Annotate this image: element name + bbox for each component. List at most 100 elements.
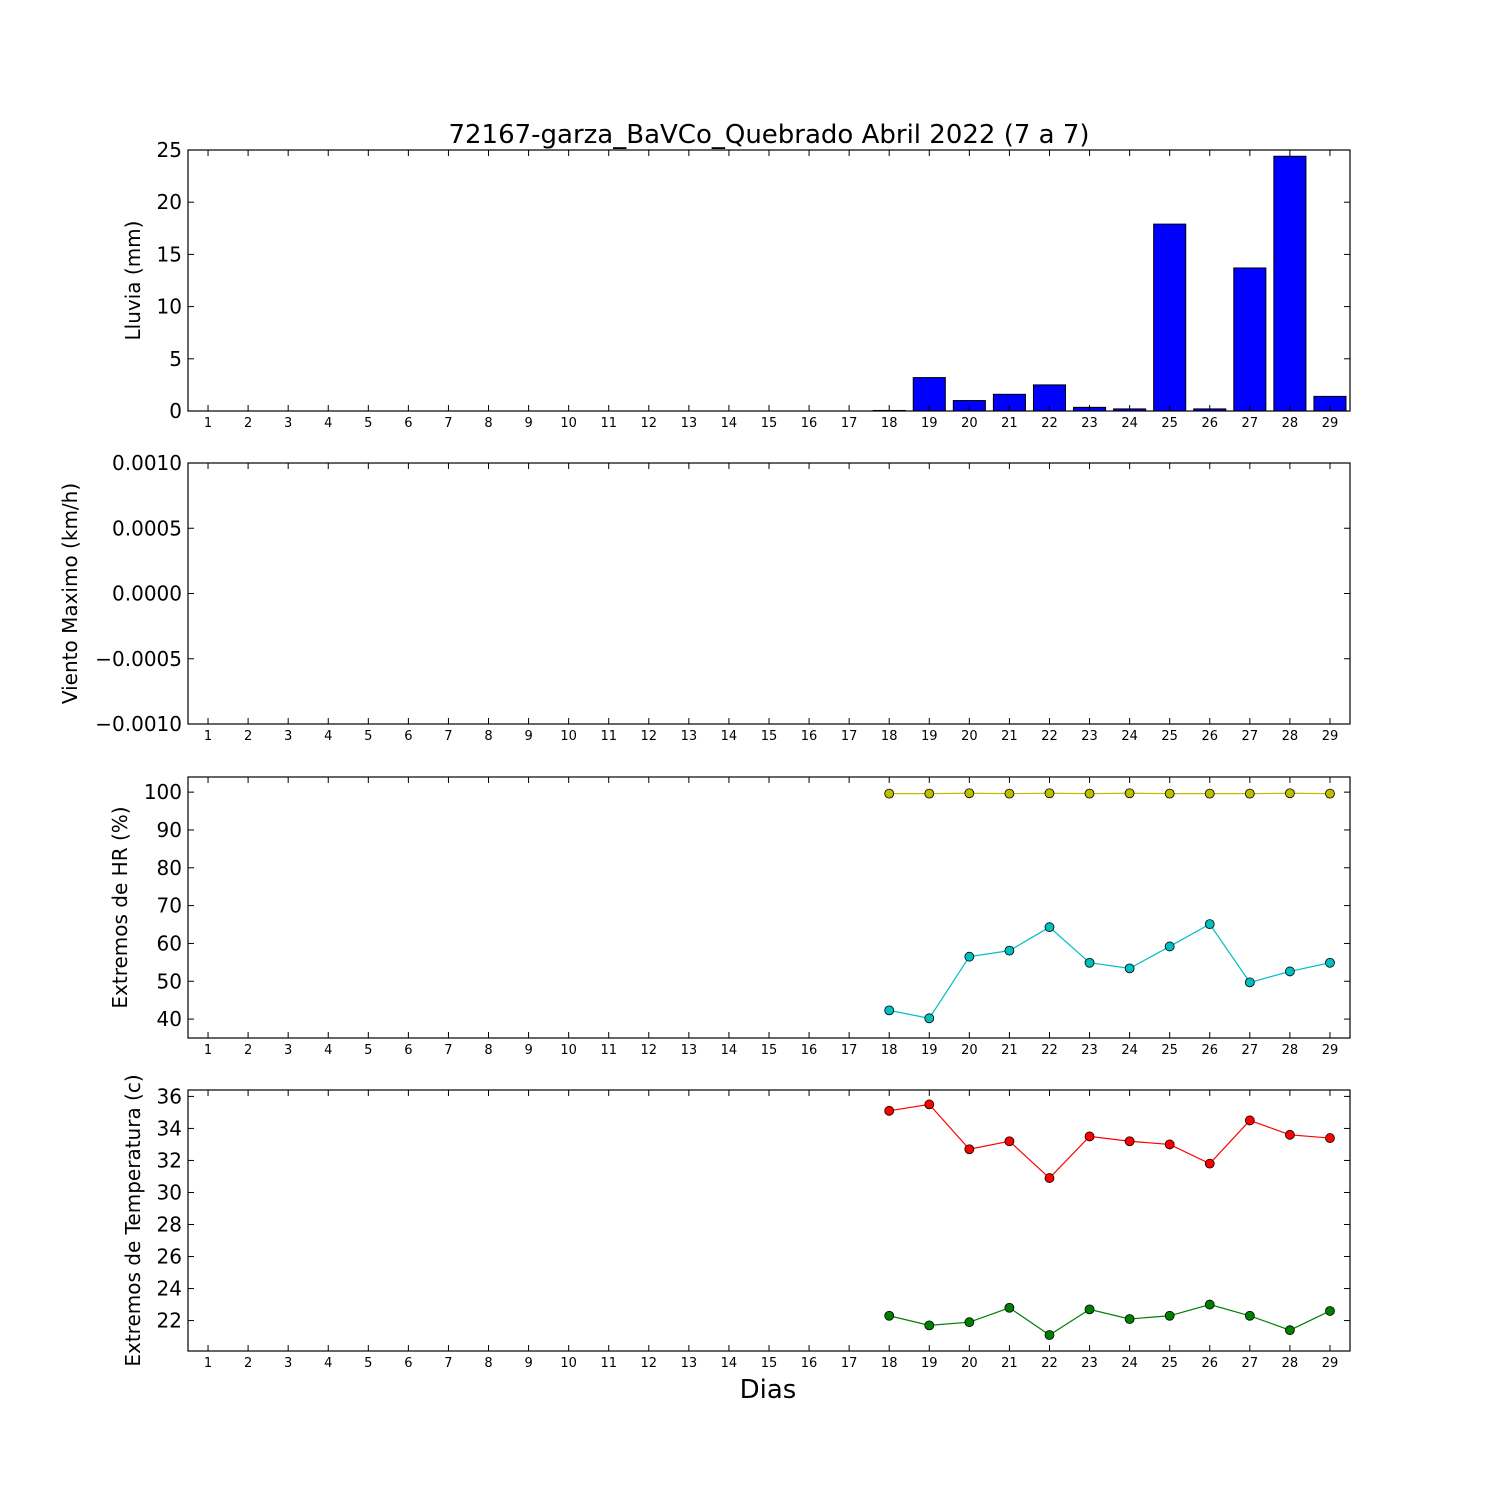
x-tick-label: 22: [1041, 1356, 1058, 1371]
y-tick-label: 5: [169, 347, 182, 371]
y-tick-label: 40: [157, 1007, 182, 1031]
series-1-point-day-26: [1204, 788, 1215, 799]
x-tick-label: 8: [484, 1356, 492, 1371]
x-tick-label: 21: [1001, 1043, 1018, 1058]
y-tick-label: 24: [157, 1277, 182, 1301]
x-tick-label: 10: [560, 416, 577, 431]
x-tick-label: 28: [1282, 1043, 1299, 1058]
series-2-point-day-26: [1204, 1299, 1215, 1310]
x-tick-label: 17: [841, 729, 858, 744]
x-tick-label: 9: [524, 1356, 532, 1371]
y-tick-label: 70: [157, 894, 182, 918]
x-tick-label: 24: [1121, 1043, 1138, 1058]
y-tick-label: 22: [157, 1309, 182, 1333]
series-2-point-day-23: [1084, 1304, 1095, 1315]
x-tick-label: 7: [444, 1356, 452, 1371]
y-tick-label: 36: [157, 1084, 182, 1108]
x-tick-label: 6: [404, 1043, 412, 1058]
x-tick-label: 7: [444, 1043, 452, 1058]
series-2-point-day-19: [924, 1013, 935, 1024]
x-tick-label: 1: [204, 416, 212, 431]
x-tick-label: 29: [1322, 416, 1339, 431]
x-tick-label: 10: [560, 1356, 577, 1371]
x-tick-label: 24: [1121, 729, 1138, 744]
series-1-point-day-20: [964, 1144, 975, 1155]
y-tick-label: 0.0005: [112, 516, 182, 540]
x-tick-label: 6: [404, 1356, 412, 1371]
x-tick-label: 15: [761, 729, 778, 744]
x-tick-label: 5: [364, 729, 372, 744]
y-tick-label: 0: [169, 399, 182, 423]
x-tick-label: 20: [961, 416, 978, 431]
series-2-point-day-29: [1325, 957, 1335, 968]
x-tick-label: 27: [1242, 1043, 1259, 1058]
x-tick-label: 3: [284, 416, 292, 431]
x-tick-label: 13: [681, 1043, 698, 1058]
series-1-point-day-25: [1164, 788, 1175, 799]
x-tick-label: 13: [681, 1356, 698, 1371]
x-tick-label: 26: [1201, 1043, 1218, 1058]
y-tick-label: 32: [157, 1148, 182, 1172]
y-tick-label: 28: [157, 1213, 182, 1237]
series-1-point-day-28: [1285, 1129, 1295, 1140]
x-tick-label: 10: [560, 1043, 577, 1058]
series-2-point-day-26: [1204, 919, 1215, 930]
series-1-point-day-21: [1004, 1136, 1015, 1147]
series-2-point-day-18: [884, 1310, 895, 1321]
axes-frame: [187, 1089, 1351, 1352]
series-2-point-day-18: [884, 1005, 895, 1016]
bar-day-28: [1273, 155, 1307, 412]
series-1-line: [889, 1103, 1331, 1179]
y-tick-label: 15: [157, 242, 182, 266]
x-tick-label: 4: [324, 1356, 332, 1371]
series-2-point-day-29: [1325, 1306, 1335, 1316]
series-1-point-day-26: [1204, 1158, 1215, 1169]
x-tick-label: 22: [1041, 416, 1058, 431]
x-tick-label: 18: [881, 729, 898, 744]
x-tick-label: 5: [364, 1356, 372, 1371]
series-1-point-day-22: [1044, 788, 1055, 799]
series-2-point-day-22: [1044, 922, 1055, 933]
x-tick-label: 17: [841, 1356, 858, 1371]
x-tick-label: 6: [404, 416, 412, 431]
y-tick-label: 100: [144, 780, 182, 804]
x-tick-label: 26: [1201, 729, 1218, 744]
x-tick-label: 27: [1242, 729, 1259, 744]
x-tick-label: 7: [444, 416, 452, 431]
x-tick-label: 23: [1081, 1356, 1098, 1371]
y-tick-label: 20: [157, 190, 182, 214]
series-1-point-day-28: [1285, 788, 1295, 799]
y-tick-label: 30: [157, 1180, 182, 1204]
x-tick-label: 22: [1041, 1043, 1058, 1058]
x-tick-label: 21: [1001, 729, 1018, 744]
x-tick-label: 1: [204, 729, 212, 744]
x-tick-label: 19: [921, 416, 938, 431]
series-1-point-day-18: [884, 1105, 895, 1116]
x-tick-label: 4: [324, 729, 332, 744]
series-2-point-day-25: [1164, 941, 1175, 952]
x-tick-label: 13: [681, 416, 698, 431]
x-tick-label: 25: [1161, 729, 1178, 744]
series-2-point-day-19: [924, 1320, 935, 1331]
y-tick-label: 10: [157, 295, 182, 319]
x-tick-label: 3: [284, 1043, 292, 1058]
x-tick-label: 23: [1081, 1043, 1098, 1058]
series-1-point-day-29: [1325, 788, 1335, 799]
x-tick-label: 14: [721, 1356, 738, 1371]
series-2-point-day-28: [1285, 966, 1295, 977]
series-1-point-day-19: [924, 788, 935, 799]
x-tick-label: 29: [1322, 1043, 1339, 1058]
x-tick-label: 26: [1201, 416, 1218, 431]
series-1-point-day-21: [1004, 788, 1015, 799]
x-tick-label: 24: [1121, 1356, 1138, 1371]
x-tick-label: 24: [1121, 416, 1138, 431]
x-tick-label: 9: [524, 1043, 532, 1058]
x-tick-label: 12: [641, 1356, 658, 1371]
series-1-point-day-25: [1164, 1139, 1175, 1150]
x-tick-label: 16: [801, 1043, 818, 1058]
series-1-point-day-29: [1325, 1133, 1335, 1143]
x-tick-label: 18: [881, 1356, 898, 1371]
